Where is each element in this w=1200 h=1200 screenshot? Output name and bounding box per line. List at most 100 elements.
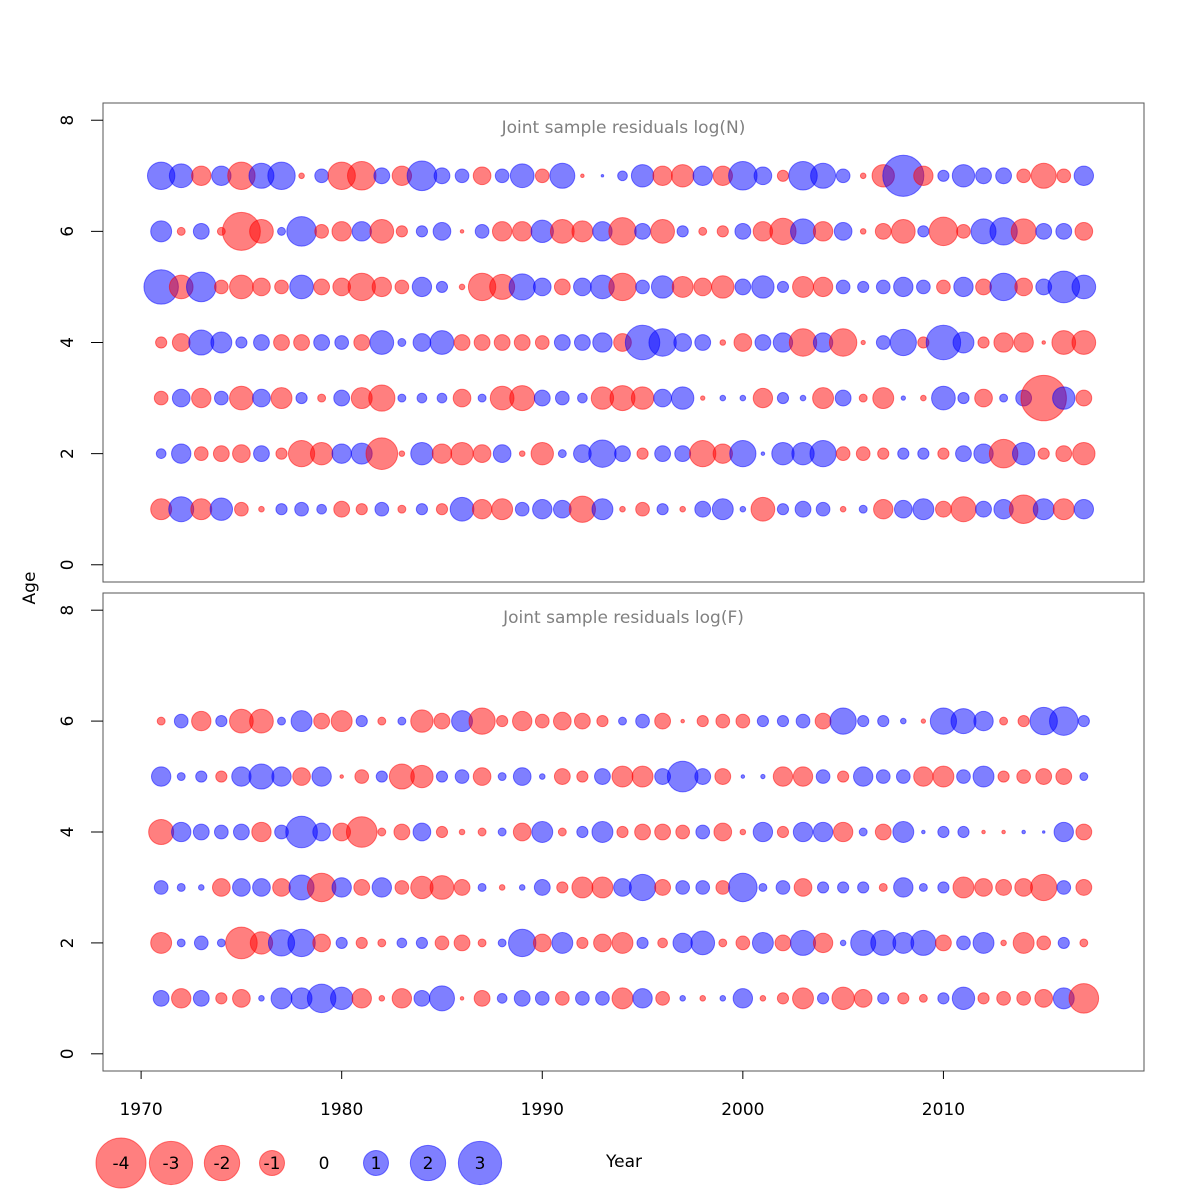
residual-bubble [454, 168, 470, 184]
residual-bubble [793, 878, 813, 897]
residual-bubble [853, 989, 873, 1008]
residual-bubble [951, 986, 976, 1011]
residual-bubble [434, 935, 450, 951]
residual-bubble [812, 387, 835, 410]
residual-bubble [650, 275, 675, 299]
residual-bubble [232, 823, 250, 841]
residual-bubble [153, 880, 169, 895]
residual-bubble [518, 450, 526, 457]
residual-bubble [253, 334, 270, 351]
residual-bubble [335, 936, 348, 949]
residual-bubble [512, 767, 532, 786]
residual-bubble [290, 710, 313, 733]
residual-bubble [512, 221, 533, 242]
residual-bubble [497, 938, 507, 948]
residual-bubble [557, 827, 567, 837]
residual-bubble [648, 328, 677, 357]
residual-bubble [552, 499, 572, 519]
residual-bubble [397, 338, 407, 347]
residual-bubble [1052, 386, 1076, 410]
residual-bubble [436, 392, 448, 404]
residual-bubble [977, 992, 990, 1005]
residual-bubble [957, 825, 970, 839]
legend-bubble [457, 1140, 503, 1186]
residual-bubble [972, 931, 995, 954]
legend-label: 2 [423, 1154, 434, 1174]
residual-bubble [928, 216, 959, 247]
residual-bubble [1068, 983, 1100, 1014]
residual-bubble [459, 996, 465, 1001]
residual-bubble [756, 715, 769, 728]
residual-bubble [690, 930, 716, 956]
residual-bubble [1072, 441, 1096, 466]
residual-bubble [921, 829, 926, 835]
residual-bubble [415, 936, 429, 949]
residual-bubble [815, 501, 831, 517]
residual-bubble [212, 445, 230, 463]
residual-bubble [192, 823, 210, 841]
residual-bubble [776, 503, 790, 516]
residual-bubble [895, 769, 911, 784]
residual-bubble [916, 279, 931, 295]
residual-bubble [673, 333, 693, 352]
residual-bubble [774, 934, 792, 952]
residual-bubble [393, 823, 411, 841]
y-tick-label: 0 [58, 1048, 78, 1059]
residual-bubble [471, 499, 493, 520]
residual-bubble [917, 447, 930, 460]
residual-bubble [920, 718, 927, 724]
residual-bubble [412, 822, 432, 842]
legend-bubble [259, 1150, 285, 1176]
residual-bubble [394, 880, 410, 895]
residual-bubble [900, 395, 906, 401]
residual-bubble [628, 873, 657, 902]
legend-bubble [203, 1144, 241, 1182]
residual-bubble [760, 451, 766, 456]
residual-bubble [235, 336, 248, 349]
residual-bubble [950, 496, 977, 523]
residual-bubble [432, 222, 452, 241]
residual-bubble [711, 275, 735, 299]
residual-bubble [816, 992, 830, 1005]
residual-bubble [913, 165, 934, 186]
residual-bubble [795, 713, 811, 729]
residual-bubble [215, 715, 228, 728]
residual-bubble [210, 331, 233, 354]
residual-bubble [753, 166, 773, 186]
residual-bubble [277, 716, 286, 726]
residual-bubble [410, 709, 434, 733]
residual-bubble [232, 989, 251, 1008]
residual-bubble [580, 173, 585, 179]
residual-bubble [956, 935, 971, 951]
residual-bubble [192, 222, 210, 240]
residual-bubble [148, 819, 175, 845]
residual-bubble [714, 768, 732, 785]
residual-bubble [554, 991, 570, 1006]
residual-bubble [595, 991, 610, 1006]
residual-bubble [377, 938, 387, 948]
y-tick-label: 6 [58, 716, 78, 727]
residual-bubble [171, 988, 192, 1009]
y-tick-label: 0 [58, 559, 78, 570]
residual-bubble [600, 174, 605, 178]
residual-bubble [1035, 222, 1053, 240]
residual-bubble [654, 823, 672, 841]
residual-bubble [630, 386, 655, 410]
residual-bubble [815, 769, 831, 784]
residual-bubble [591, 876, 614, 899]
residual-bubble [679, 995, 686, 1002]
residual-bubble [695, 880, 711, 895]
residual-bubble [453, 879, 471, 896]
residual-bubble [197, 884, 205, 891]
residual-bubble [518, 884, 526, 891]
residual-bubble [532, 277, 552, 297]
y-tick-label: 8 [58, 115, 78, 126]
residual-bubble [675, 824, 691, 840]
residual-bubble [935, 500, 952, 518]
residual-bubble [729, 440, 757, 468]
residual-bubble [176, 772, 186, 782]
residual-bubble [672, 932, 693, 954]
legend-bubble [148, 1140, 194, 1186]
residual-bubble [494, 168, 510, 184]
residual-bubble [1071, 330, 1097, 355]
